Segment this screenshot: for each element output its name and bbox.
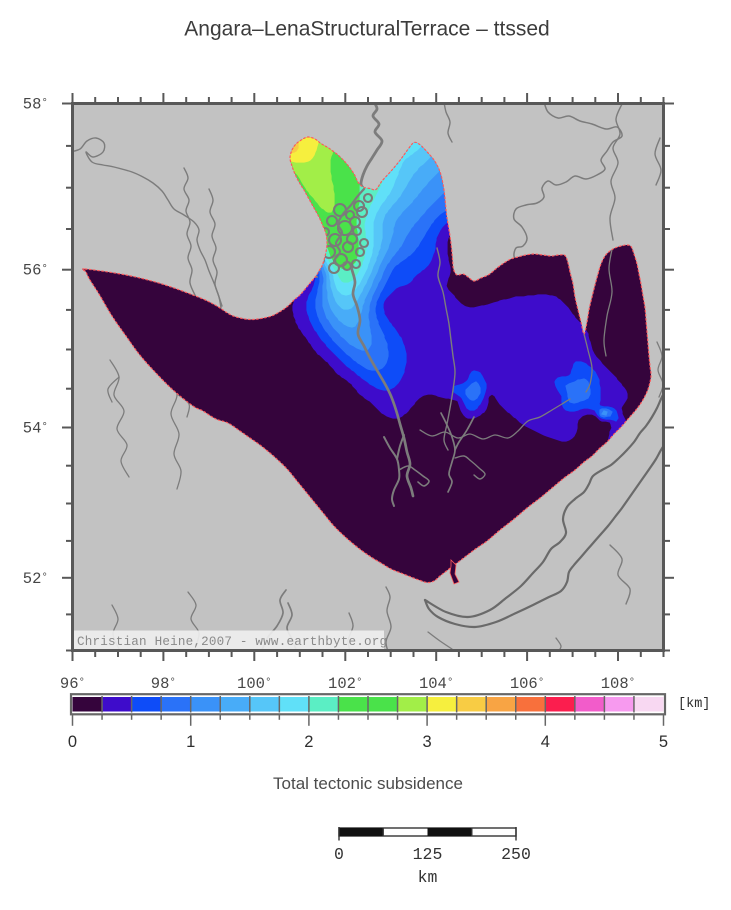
svg-text:58°: 58°	[23, 96, 48, 114]
svg-text:102°: 102°	[328, 675, 363, 693]
svg-text:125: 125	[413, 845, 443, 864]
svg-text:100°: 100°	[237, 675, 272, 693]
svg-text:Christian Heine,2007 - www.ear: Christian Heine,2007 - www.earthbyte.org	[77, 635, 387, 649]
svg-text:106°: 106°	[510, 675, 545, 693]
svg-text:0: 0	[334, 845, 344, 864]
svg-text:52°: 52°	[23, 570, 48, 588]
svg-text:Total tectonic subsidence: Total tectonic subsidence	[273, 774, 463, 793]
svg-text:5: 5	[659, 733, 668, 751]
svg-text:[km]: [km]	[678, 697, 710, 712]
svg-text:3: 3	[423, 733, 432, 751]
svg-text:96°: 96°	[60, 675, 85, 693]
svg-text:98°: 98°	[151, 675, 176, 693]
svg-text:104°: 104°	[419, 675, 454, 693]
svg-text:56°: 56°	[23, 262, 48, 280]
svg-text:2: 2	[304, 733, 313, 751]
svg-text:108°: 108°	[601, 675, 636, 693]
svg-text:1: 1	[186, 733, 195, 751]
svg-text:4: 4	[541, 733, 550, 751]
svg-text:54°: 54°	[23, 420, 48, 438]
svg-text:Angara–LenaStructuralTerrace –: Angara–LenaStructuralTerrace – ttssed	[184, 18, 549, 41]
svg-text:km: km	[418, 868, 438, 887]
svg-text:0: 0	[68, 733, 77, 751]
svg-text:250: 250	[501, 845, 531, 864]
